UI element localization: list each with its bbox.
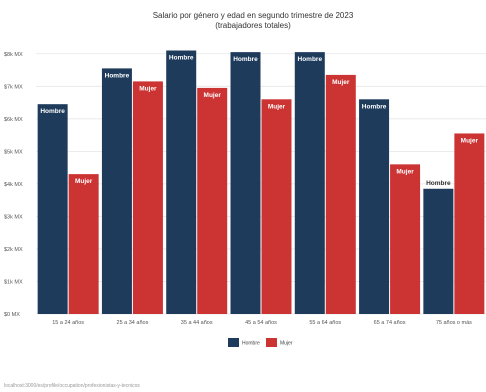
bar-mujer <box>390 164 421 314</box>
y-tick-label: $4k MX <box>4 182 23 188</box>
bar-label: Mujer <box>396 168 414 175</box>
bar-hombre <box>37 104 68 314</box>
bar-hombre <box>166 50 197 315</box>
bar-mujer <box>454 133 485 314</box>
legend-label-mujer: Mujer <box>280 341 293 347</box>
bar-label: Mujer <box>204 92 222 99</box>
bar-mujer <box>132 81 163 314</box>
legend: Hombre Mujer <box>228 338 293 347</box>
footer-url: localhost:3000/es/profile/occupation/pro… <box>4 383 140 389</box>
y-tick-label: $1k MX <box>4 279 23 285</box>
bar-hombre <box>359 99 390 314</box>
y-tick-label: $2k MX <box>4 247 23 253</box>
y-tick-label: $8k MX <box>4 52 23 58</box>
x-tick-label: 65 a 74 años <box>374 320 406 326</box>
bars: Hombre Mujer Hombre Mujer Hombre Mujer Hombre M… <box>37 50 485 315</box>
x-tick-label: 35 a 44 años <box>181 320 213 326</box>
bar-label: Hombre <box>169 55 194 62</box>
bar-mujer <box>197 87 228 314</box>
x-tick-label: 15 a 24 años <box>52 320 84 326</box>
legend-swatch-hombre <box>228 338 239 347</box>
x-tick-label: 75 años o más <box>436 320 472 326</box>
bar-label: Hombre <box>105 72 130 79</box>
y-tick-label: $6k MX <box>4 117 23 123</box>
bar-hombre <box>294 52 325 314</box>
bar-label: Mujer <box>75 178 93 185</box>
chart-subtitle: (trabajadores totales) <box>215 21 291 30</box>
legend-swatch-mujer <box>266 338 277 347</box>
bar-mujer <box>325 74 356 314</box>
bar-label: Hombre <box>298 56 323 63</box>
bar-label: Mujer <box>461 137 479 144</box>
bar-label: Hombre <box>40 108 65 115</box>
bar-label: Mujer <box>332 79 350 86</box>
y-tick-label: $5k MX <box>4 149 23 155</box>
x-tick-label: 25 a 34 años <box>117 320 149 326</box>
bar-label: Mujer <box>268 103 286 110</box>
bar-label: Hombre <box>233 56 258 63</box>
x-axis: 15 a 24 años 25 a 34 años 35 a 44 años 45 a… <box>52 320 472 326</box>
y-axis: $0 MX $1k MX $2k MX $3k MX $4k MX $5k MX $6k M… <box>4 52 23 318</box>
x-tick-label: 45 a 54 años <box>245 320 277 326</box>
bar-label: Hombre <box>362 103 387 110</box>
legend-label-hombre: Hombre <box>242 341 260 347</box>
y-tick-label: $0 MX <box>4 312 20 318</box>
y-tick-label: $7k MX <box>4 84 23 90</box>
x-tick-label: 55 a 64 años <box>309 320 341 326</box>
bar-hombre <box>230 52 261 314</box>
chart-title: Salario por género y edad en segundo tri… <box>153 11 354 20</box>
bar-label: Mujer <box>139 85 157 92</box>
bar-label: Hombre <box>426 180 451 187</box>
bar-mujer <box>261 99 292 314</box>
y-tick-label: $3k MX <box>4 214 23 220</box>
bar-hombre <box>423 188 454 314</box>
bar-mujer <box>68 174 99 314</box>
bar-hombre <box>101 68 132 315</box>
